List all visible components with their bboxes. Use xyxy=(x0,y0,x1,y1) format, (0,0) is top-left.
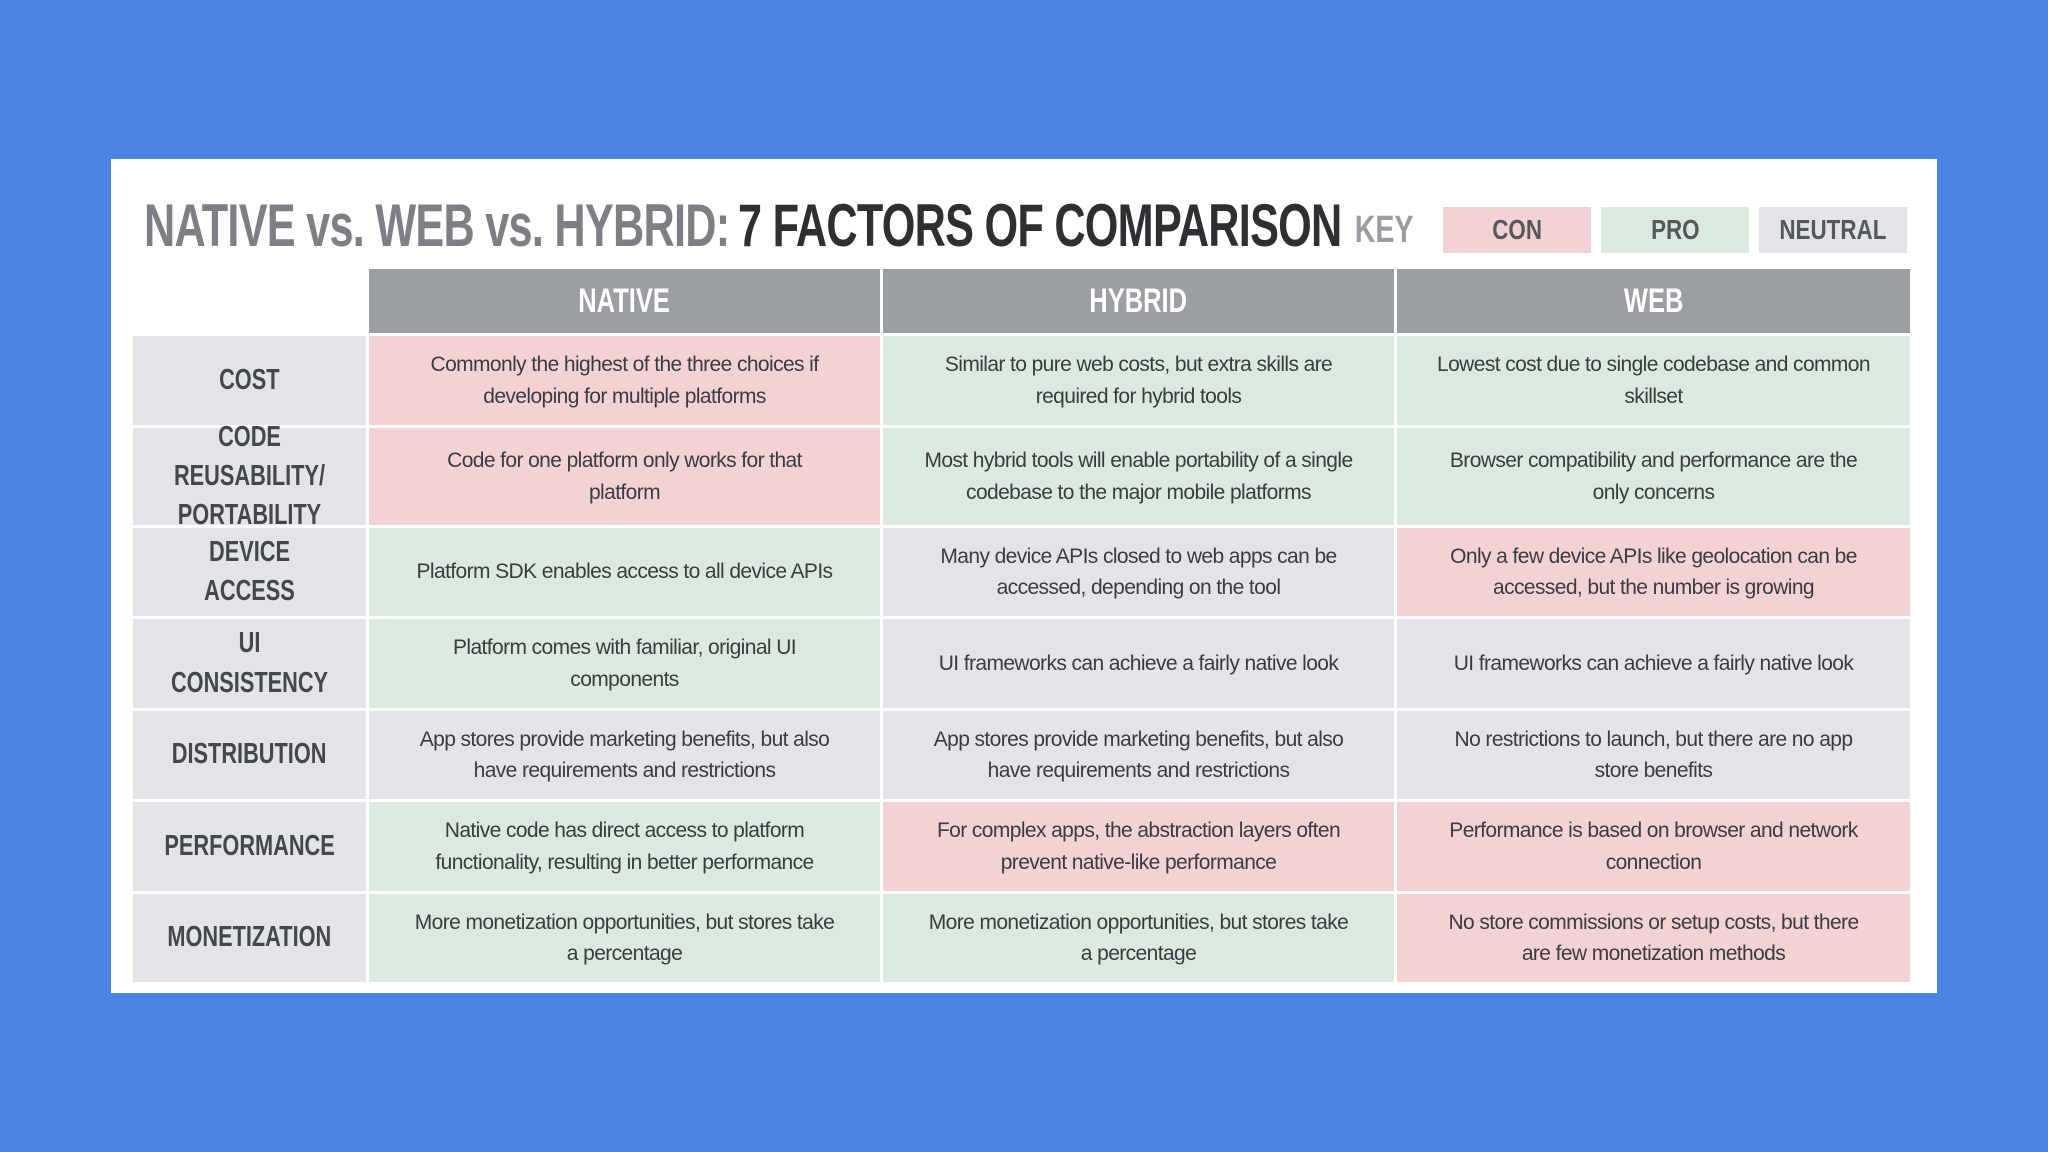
column-header-label: HYBRID xyxy=(1089,281,1188,320)
row-label: DISTRIBUTION xyxy=(133,711,366,799)
row-label: MONETIZATION xyxy=(133,894,366,982)
key: KEY CON PRO NEUTRAL xyxy=(1345,207,1907,253)
table-cell: More monetization opportunities, but sto… xyxy=(883,894,1394,982)
table-cell: More monetization opportunities, but sto… xyxy=(369,894,880,982)
key-item: NEUTRAL xyxy=(1759,207,1907,253)
title-prefix: NATIVE vs. WEB vs. HYBRID: xyxy=(144,192,730,259)
key-item: CON xyxy=(1443,207,1591,253)
key-item-label: PRO xyxy=(1650,214,1700,245)
row-label-text: MONETIZATION xyxy=(167,921,332,954)
corner xyxy=(133,269,366,333)
table-cell: No store commissions or setup costs, but… xyxy=(1397,894,1910,982)
table-cell: App stores provide marketing benefits, b… xyxy=(883,711,1394,799)
row-label: CODE REUSABILITY/ PORTABILITY xyxy=(133,421,366,531)
column-header-label: NATIVE xyxy=(578,281,671,320)
table-cell: UI frameworks can achieve a fairly nativ… xyxy=(1397,619,1910,708)
table-cell: Native code has direct access to platfor… xyxy=(369,802,880,891)
comparison-table: NATIVE HYBRID WEB COST Commonly the highest … xyxy=(133,269,1910,982)
key-label: KEY xyxy=(1354,208,1414,251)
table-cell: Browser compatibility and performance ar… xyxy=(1397,428,1910,525)
row-label-text: CODE REUSABILITY/ PORTABILITY xyxy=(173,420,326,532)
column-header-label: WEB xyxy=(1623,281,1684,320)
table-cell: UI frameworks can achieve a fairly nativ… xyxy=(883,619,1394,708)
column-header: WEB xyxy=(1397,269,1910,333)
table-cell: Code for one platform only works for tha… xyxy=(369,428,880,525)
table-cell: App stores provide marketing benefits, b… xyxy=(369,711,880,799)
table-cell: Performance is based on browser and netw… xyxy=(1397,802,1910,891)
column-header: HYBRID xyxy=(883,269,1394,333)
row-label: PERFORMANCE xyxy=(133,802,366,891)
key-item: PRO xyxy=(1601,207,1749,253)
table-cell: Platform comes with familiar, original U… xyxy=(369,619,880,708)
title-main: 7 FACTORS OF COMPARISON xyxy=(738,192,1342,259)
card: NATIVE vs. WEB vs. HYBRID: 7 FACTORS OF C… xyxy=(111,159,1937,993)
title: NATIVE vs. WEB vs. HYBRID: 7 FACTORS OF C… xyxy=(144,191,1342,260)
table-cell: Most hybrid tools will enable portabilit… xyxy=(883,428,1394,525)
row-label: COST xyxy=(133,336,366,425)
row-label: DEVICE ACCESS xyxy=(133,528,366,616)
table-cell: Lowest cost due to single codebase and c… xyxy=(1397,336,1910,425)
row-label: UI CONSISTENCY xyxy=(133,619,366,708)
row-label-text: DISTRIBUTION xyxy=(172,738,327,771)
key-item-label: CON xyxy=(1492,214,1542,245)
key-item-label: NEUTRAL xyxy=(1779,214,1887,245)
table-cell: Commonly the highest of the three choice… xyxy=(369,336,880,425)
table-cell: Similar to pure web costs, but extra ski… xyxy=(883,336,1394,425)
table-cell: For complex apps, the abstraction layers… xyxy=(883,802,1394,891)
table-cell: No restrictions to launch, but there are… xyxy=(1397,711,1910,799)
table-cell: Many device APIs closed to web apps can … xyxy=(883,528,1394,616)
row-label-text: UI CONSISTENCY xyxy=(170,627,329,699)
table-cell: Platform SDK enables access to all devic… xyxy=(369,528,880,616)
row-label-text: PERFORMANCE xyxy=(164,829,335,862)
column-header: NATIVE xyxy=(369,269,880,333)
row-label-text: COST xyxy=(219,363,280,396)
row-label-text: DEVICE ACCESS xyxy=(204,535,295,607)
table-cell: Only a few device APIs like geolocation … xyxy=(1397,528,1910,616)
